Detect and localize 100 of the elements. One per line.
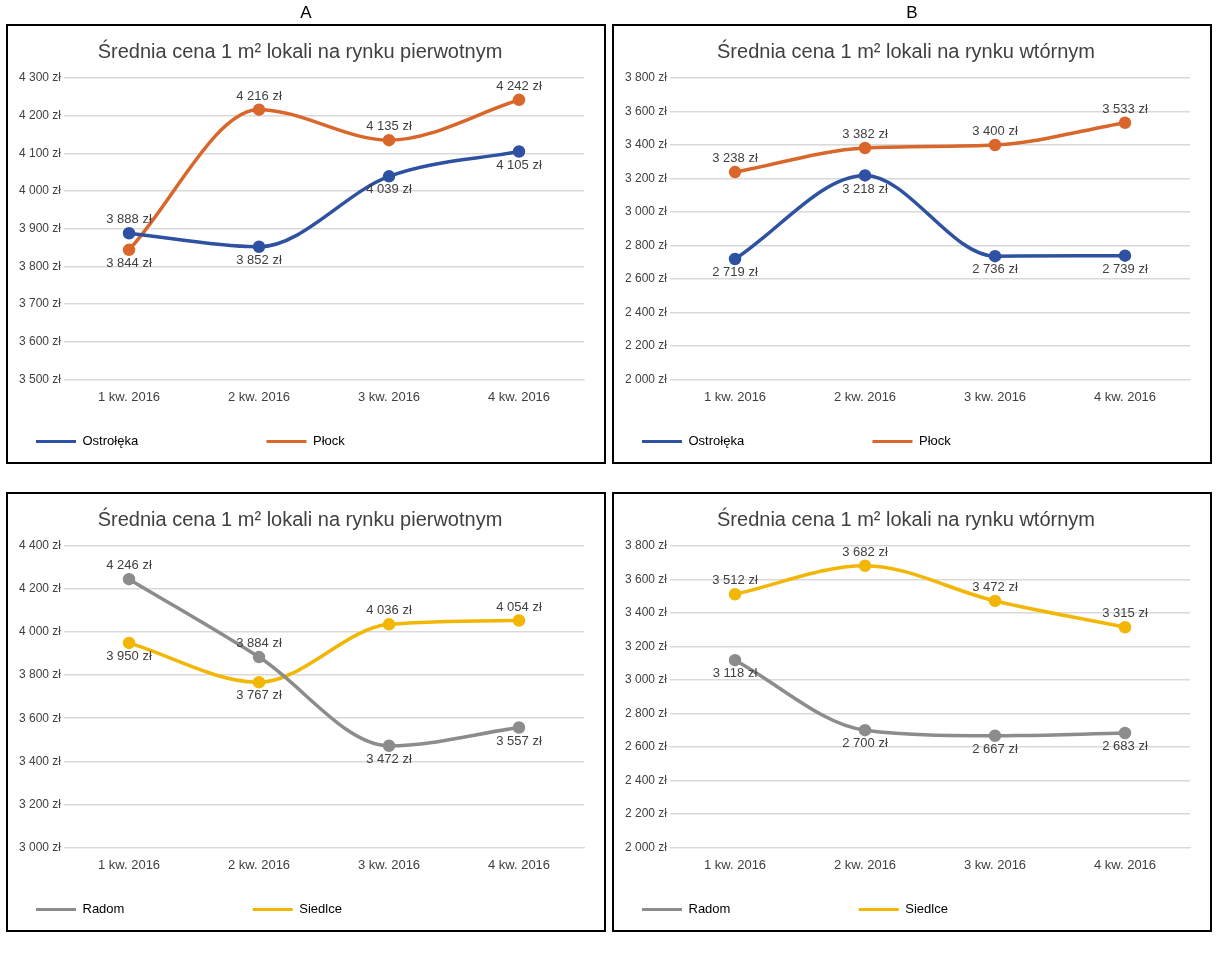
y-tick-label: 2 400 zł <box>625 772 668 787</box>
x-tick-label: 4 kw. 2016 <box>487 388 551 404</box>
y-tick-label: 2 000 zł <box>625 371 668 386</box>
point <box>1118 620 1132 634</box>
y-tick-label: 3 200 zł <box>19 796 62 811</box>
point <box>988 138 1002 152</box>
x-tick-label: 1 kw. 2016 <box>703 388 767 404</box>
y-tick-label: 2 800 zł <box>625 237 668 252</box>
point <box>382 133 396 147</box>
y-tick-label: 2 000 zł <box>625 839 668 854</box>
data-label: 2 739 zł <box>1102 260 1148 276</box>
point <box>1118 116 1132 129</box>
data-label: 3 884 zł <box>236 635 282 651</box>
point <box>512 145 526 158</box>
point <box>252 676 266 689</box>
y-tick-label: 3 600 zł <box>19 334 62 349</box>
x-tick-label: 2 kw. 2016 <box>833 388 897 404</box>
point <box>512 721 526 734</box>
point <box>512 93 526 107</box>
point <box>512 614 526 627</box>
point <box>858 723 872 737</box>
legend-label: Płock <box>918 433 1060 449</box>
legend-label: Siedlce <box>299 901 451 917</box>
legend-label: Ostrołęka <box>688 433 853 449</box>
y-tick-label: 3 700 zł <box>19 296 62 311</box>
text: B <box>905 2 919 24</box>
point <box>122 636 136 650</box>
x-tick-label: 2 kw. 2016 <box>833 856 897 872</box>
data-label: 3 315 zł <box>1102 605 1148 621</box>
x-tick-label: 3 kw. 2016 <box>963 856 1027 872</box>
data-label: 4 135 zł <box>366 118 412 134</box>
data-label: 4 216 zł <box>236 87 282 103</box>
y-tick-label: 2 200 zł <box>625 338 668 353</box>
data-label: 3 767 zł <box>236 687 282 703</box>
x-tick-label: 4 kw. 2016 <box>487 856 551 872</box>
data-label: 3 400 zł <box>972 123 1018 139</box>
y-tick-label: 4 400 zł <box>19 538 62 553</box>
y-tick-label: 3 600 zł <box>625 571 668 586</box>
x-tick-label: 3 kw. 2016 <box>963 388 1027 404</box>
x-tick-label: 1 kw. 2016 <box>703 856 767 872</box>
x-tick-label: 2 kw. 2016 <box>227 856 291 872</box>
y-tick-label: 4 000 zł <box>19 183 62 198</box>
point <box>382 739 396 753</box>
y-tick-label: 3 000 zł <box>19 839 62 854</box>
data-label: 3 472 zł <box>366 750 412 766</box>
point <box>252 240 266 254</box>
legend-label: Radom <box>82 901 233 917</box>
data-label: 2 667 zł <box>972 740 1018 756</box>
y-tick-label: 4 100 zł <box>19 145 62 160</box>
x-tick-label: 2 kw. 2016 <box>227 388 291 404</box>
data-label: 4 246 zł <box>106 557 152 573</box>
point <box>858 141 872 155</box>
x-tick-label: 3 kw. 2016 <box>357 856 421 872</box>
point <box>252 103 266 116</box>
y-tick-label: 2 200 zł <box>625 806 668 821</box>
y-tick-label: 3 000 zł <box>625 204 668 219</box>
chart-title: Średnia cena 1 m² lokali na rynku wtórnym <box>717 38 1095 62</box>
data-label: 3 950 zł <box>106 647 152 663</box>
point <box>1118 726 1132 740</box>
data-label: 3 512 zł <box>712 572 758 588</box>
y-tick-label: 4 000 zł <box>19 624 62 639</box>
data-label: 4 105 zł <box>496 156 542 172</box>
y-tick-label: 3 900 zł <box>19 221 62 236</box>
point <box>988 594 1002 608</box>
y-tick-label: 4 200 zł <box>19 581 62 596</box>
y-tick-label: 2 600 zł <box>625 271 668 286</box>
data-label: 3 888 zł <box>106 211 152 227</box>
data-label: 3 472 zł <box>972 579 1018 594</box>
data-label: 4 036 zł <box>366 602 412 618</box>
y-tick-label: 2 800 zł <box>625 705 668 720</box>
y-tick-label: 3 400 zł <box>625 137 668 152</box>
y-tick-label: 4 200 zł <box>19 107 62 122</box>
y-tick-label: 3 800 zł <box>19 667 62 682</box>
data-label: 2 736 zł <box>972 261 1018 277</box>
point <box>122 243 136 257</box>
data-label: 4 242 zł <box>496 77 542 93</box>
y-tick-label: 3 200 zł <box>625 170 668 185</box>
chart-title: Średnia cena 1 m² lokali na rynku pierwotnym <box>97 506 503 530</box>
y-tick-label: 4 300 zł <box>19 70 62 85</box>
y-tick-label: 3 800 zł <box>625 70 668 85</box>
y-tick-label: 3 800 zł <box>625 538 668 553</box>
point <box>728 587 742 601</box>
data-label: 2 700 zł <box>842 735 888 751</box>
point <box>858 169 872 182</box>
data-label: 2 719 zł <box>712 264 758 280</box>
data-label: 3 382 zł <box>842 126 888 142</box>
y-tick-label: 3 600 zł <box>625 103 668 118</box>
data-label: 4 054 zł <box>496 598 542 614</box>
y-tick-label: 3 600 zł <box>19 710 62 725</box>
text: A <box>299 2 313 24</box>
y-tick-label: 3 200 zł <box>625 638 668 653</box>
data-label: 3 533 zł <box>1102 100 1148 116</box>
y-tick-label: 3 800 zł <box>19 258 62 273</box>
x-tick-label: 1 kw. 2016 <box>97 856 161 872</box>
chart-title: Średnia cena 1 m² lokali na rynku pierwotnym <box>97 38 503 62</box>
data-label: 3 557 zł <box>496 732 542 748</box>
data-label: 3 682 zł <box>842 543 888 559</box>
legend-label: Płock <box>312 433 454 449</box>
x-tick-label: 3 kw. 2016 <box>357 388 421 404</box>
point <box>382 170 396 183</box>
